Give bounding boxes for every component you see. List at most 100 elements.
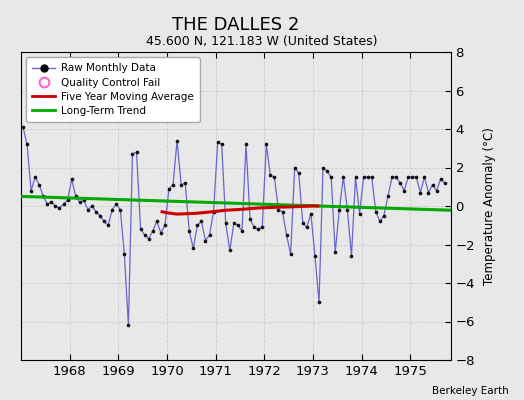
Point	[213, 139, 222, 146]
Point	[270, 174, 279, 180]
Point	[71, 193, 80, 200]
Point	[148, 228, 157, 234]
Point	[266, 172, 275, 178]
Point	[367, 174, 376, 180]
Point	[169, 182, 177, 188]
Point	[254, 226, 263, 232]
Point	[104, 222, 112, 228]
Point	[278, 208, 287, 215]
Point	[396, 180, 405, 186]
Point	[226, 247, 234, 254]
Point	[392, 174, 400, 180]
Point	[100, 218, 108, 225]
Point	[39, 193, 48, 200]
Point	[112, 201, 121, 207]
Point	[205, 232, 214, 238]
Point	[181, 180, 189, 186]
Point	[47, 199, 56, 205]
Point	[35, 182, 43, 188]
Point	[364, 174, 372, 180]
Point	[68, 176, 76, 182]
Point	[19, 124, 27, 130]
Point	[416, 189, 424, 196]
Point	[315, 299, 323, 306]
Point	[424, 189, 433, 196]
Point	[408, 174, 417, 180]
Title: THE DALLES 2: THE DALLES 2	[172, 16, 300, 34]
Point	[56, 205, 64, 211]
Text: 45.600 N, 121.183 W (United States): 45.600 N, 121.183 W (United States)	[146, 36, 378, 48]
Point	[436, 176, 445, 182]
Text: Berkeley Earth: Berkeley Earth	[432, 386, 508, 396]
Point	[343, 207, 352, 213]
Point	[108, 207, 116, 213]
Point	[120, 251, 128, 257]
Point	[412, 174, 421, 180]
Point	[404, 174, 412, 180]
Point	[380, 212, 388, 219]
Point	[152, 218, 161, 225]
Point	[116, 207, 125, 213]
Point	[51, 203, 60, 209]
Point	[311, 253, 319, 259]
Point	[290, 164, 299, 171]
Point	[145, 236, 153, 242]
Point	[303, 224, 311, 230]
Point	[347, 253, 356, 259]
Point	[376, 218, 384, 225]
Point	[274, 207, 282, 213]
Point	[319, 164, 328, 171]
Point	[189, 245, 198, 252]
Point	[222, 220, 230, 226]
Point	[165, 186, 173, 192]
Point	[173, 137, 181, 144]
Point	[262, 141, 270, 148]
Point	[43, 201, 51, 207]
Point	[355, 210, 364, 217]
Point	[327, 174, 335, 180]
Point	[230, 220, 238, 226]
Point	[428, 182, 436, 188]
Point	[217, 141, 226, 148]
Point	[323, 168, 331, 174]
Point	[157, 230, 165, 236]
Point	[287, 251, 295, 257]
Point	[359, 174, 368, 180]
Point	[242, 141, 250, 148]
Point	[92, 208, 100, 215]
Point	[140, 232, 149, 238]
Point	[96, 212, 104, 219]
Y-axis label: Temperature Anomaly (°C): Temperature Anomaly (°C)	[484, 127, 496, 285]
Point	[441, 180, 449, 186]
Point	[339, 174, 347, 180]
Point	[59, 201, 68, 207]
Point	[246, 216, 254, 223]
Point	[136, 226, 145, 232]
Point	[23, 141, 31, 148]
Point	[185, 228, 193, 234]
Point	[294, 170, 303, 176]
Point	[177, 182, 185, 188]
Point	[400, 187, 408, 194]
Point	[234, 222, 242, 228]
Point	[384, 193, 392, 200]
Point	[420, 174, 429, 180]
Point	[161, 222, 169, 228]
Point	[128, 151, 137, 157]
Point	[299, 220, 307, 226]
Point	[133, 149, 141, 155]
Point	[258, 224, 266, 230]
Point	[238, 228, 246, 234]
Point	[80, 197, 88, 204]
Point	[63, 197, 72, 204]
Point	[31, 174, 39, 180]
Point	[201, 238, 210, 244]
Point	[307, 210, 315, 217]
Point	[432, 187, 441, 194]
Point	[372, 208, 380, 215]
Point	[27, 187, 35, 194]
Point	[250, 224, 258, 230]
Point	[351, 174, 359, 180]
Point	[193, 222, 202, 228]
Point	[84, 207, 92, 213]
